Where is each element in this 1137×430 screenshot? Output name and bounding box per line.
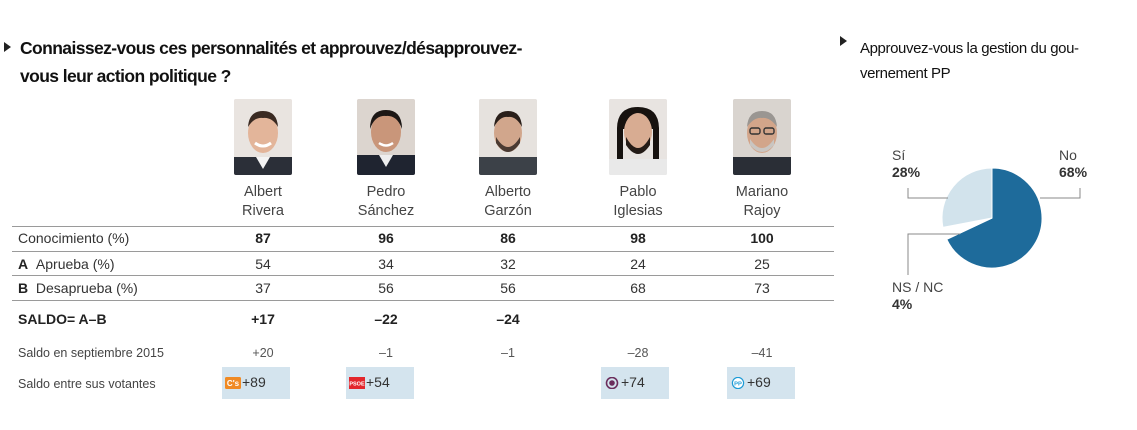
cell-saldo-sept: +20 [252,346,274,360]
psoe-logo-icon: PSOE [349,377,365,389]
photo-pablo-iglesias [609,99,667,175]
person-name-rajoy: Mariano Rajoy [702,183,822,221]
cell-desaprueba: 68 [630,280,646,296]
voter-box-rivera: C's +89 [222,367,290,399]
row-label-conocimiento: Conocimiento (%) [18,230,130,246]
voter-balance-value: +69 [747,374,771,390]
cell-aprueba: 24 [630,256,646,272]
cell-aprueba: 25 [754,256,770,272]
pie-title-line-2: vernement PP [860,65,951,82]
first-name: Pedro [366,184,406,200]
pie-title: Approuvez-vous la gestion du gou- vernem… [860,36,1130,86]
pie-leader-ns [907,233,960,275]
cell-conocimiento: 86 [500,230,516,246]
cell-desaprueba: 37 [255,280,271,296]
row-label-aprueba: A Aprueba (%) [18,256,115,272]
row-label-saldo: SALDO= A–B [18,311,107,327]
pie-label-ns: NS / NC 4% [892,279,943,313]
cell-aprueba: 32 [500,256,516,272]
last-name: Rivera [242,203,284,219]
photo-pedro-sanchez [357,99,415,175]
pie-label-ns-name: NS / NC [892,279,944,295]
cell-conocimiento: 100 [750,230,774,246]
person-name-iglesias: Pablo Iglesias [578,183,698,221]
first-name: Pablo [619,184,657,200]
cell-conocimiento: 96 [378,230,394,246]
pie-label-no: No 68% [1059,147,1087,181]
svg-text:PP: PP [734,381,742,387]
voter-box-iglesias: +74 [601,367,669,399]
first-name: Mariano [735,184,789,200]
table-divider [12,226,834,227]
cell-saldo-sept: –28 [627,346,649,360]
voter-balance-value: +54 [366,374,390,390]
voter-box-sanchez: PSOE +54 [346,367,414,399]
pie-leader-no [1040,188,1081,199]
last-name: Rajoy [743,203,781,219]
last-name: Iglesias [613,203,663,219]
pie-slice-si [941,167,993,228]
cell-conocimiento: 98 [630,230,646,246]
pp-logo-icon: PP [731,377,745,389]
row-letter-b: B [18,280,29,296]
main-title-line-1: Connaissez-vous ces personnalités et app… [20,38,522,58]
svg-text:C's: C's [227,379,240,388]
cell-desaprueba: 73 [754,280,770,296]
pie-leader-si [907,188,948,199]
first-name: Albert [244,184,282,200]
person-name-garzon: Alberto Garzón [448,183,568,221]
cell-saldo-sept: –41 [751,346,773,360]
row-label-desaprueba: B Desaprueba (%) [18,280,138,296]
voter-balance-value: +74 [621,374,645,390]
cell-saldo: –22 [374,311,398,327]
row-label-saldo-votantes: Saldo entre sus votantes [18,377,156,391]
pie-label-no-name: No [1059,147,1077,163]
cell-saldo: +17 [251,311,275,327]
person-name-sanchez: Pedro Sánchez [326,183,446,221]
cell-aprueba: 34 [378,256,394,272]
row-letter-a: A [18,256,29,272]
main-title-line-2: vous leur action politique ? [20,66,231,86]
cell-saldo-sept: –1 [501,346,515,360]
cell-conocimiento: 87 [255,230,271,246]
pie-label-si: Sí 28% [892,147,920,181]
cell-saldo: –24 [496,311,520,327]
pie-label-no-pct: 68% [1059,164,1088,180]
first-name: Alberto [485,184,531,200]
table-divider [12,251,834,252]
cell-desaprueba: 56 [500,280,516,296]
person-name-rivera: Albert Rivera [203,183,323,221]
table-divider [12,275,834,276]
pie-slice-no [946,167,1043,269]
pie-title-line-1: Approuvez-vous la gestion du gou- [860,40,1079,57]
cell-aprueba: 54 [255,256,271,272]
main-title: Connaissez-vous ces personnalités et app… [20,34,620,90]
voter-balance-value: +89 [242,374,266,390]
title-bullet-icon [4,42,11,52]
svg-text:PSOE: PSOE [349,382,365,388]
voter-box-rajoy: PP +69 [727,367,795,399]
cell-saldo-sept: –1 [379,346,393,360]
photo-alberto-garzon [479,99,537,175]
pie-label-si-name: Sí [892,147,906,163]
row-text-desaprueba: Desaprueba (%) [35,280,138,296]
row-text-aprueba: Aprueba (%) [35,256,115,272]
pie-label-ns-pct: 4% [892,296,913,312]
table-divider [12,300,834,301]
cs-logo-icon: C's [225,377,241,389]
last-name: Sánchez [357,203,415,219]
pie-label-si-pct: 28% [892,164,921,180]
photo-albert-rivera [234,99,292,175]
podemos-logo-icon [605,377,619,389]
cell-desaprueba: 56 [378,280,394,296]
pie-title-bullet-icon [840,36,847,46]
last-name: Garzón [484,203,532,219]
photo-mariano-rajoy [733,99,791,175]
row-label-saldo-sept: Saldo en septiembre 2015 [18,346,164,360]
